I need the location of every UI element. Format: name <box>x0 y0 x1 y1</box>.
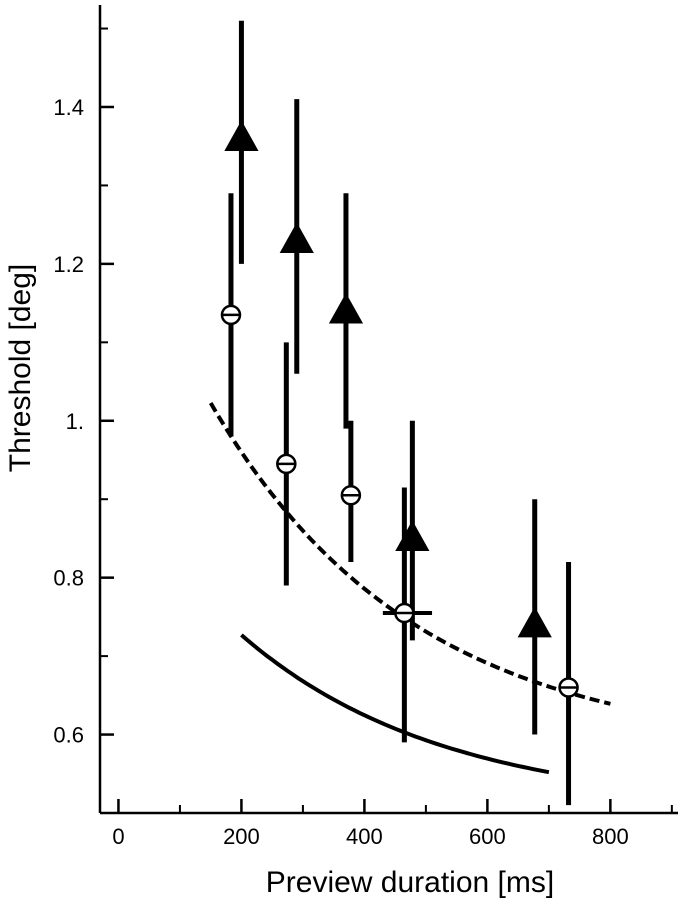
series-1 <box>224 20 552 775</box>
data-point-triangle <box>328 292 364 324</box>
x-tick-label: 600 <box>469 824 506 849</box>
data-point-triangle <box>279 222 314 253</box>
y-ticks: 0.6 0.8 1. 1.2 1.4 <box>53 27 114 814</box>
fit-curve <box>240 633 550 775</box>
y-tick-label: 1.4 <box>53 95 84 120</box>
y-tick-label: 1. <box>66 409 84 434</box>
y-tick-label: 1.2 <box>53 252 84 277</box>
y-tick-label: 0.6 <box>53 723 84 748</box>
x-ticks: 0 200 400 600 800 <box>112 799 673 849</box>
data-point-triangle <box>517 606 552 638</box>
x-tick-label: 800 <box>592 824 629 849</box>
data-point-triangle <box>224 120 259 151</box>
axes <box>98 5 678 815</box>
y-axis-title: Threshold [deg] <box>4 264 37 472</box>
y-tick-label: 0.8 <box>53 566 84 591</box>
data-point-triangle <box>395 520 430 552</box>
x-tick-label: 0 <box>112 824 124 849</box>
series-2 <box>208 193 611 806</box>
x-axis-title: Preview duration [ms] <box>266 866 554 899</box>
x-tick-label: 400 <box>346 824 383 849</box>
plot-area <box>208 20 611 806</box>
x-tick-label: 200 <box>223 824 260 849</box>
